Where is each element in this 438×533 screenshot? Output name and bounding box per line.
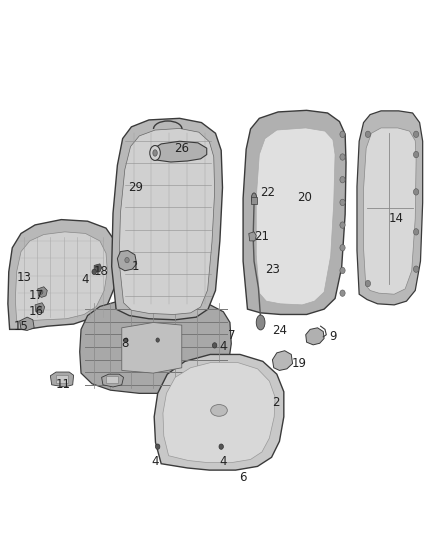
Polygon shape [272, 351, 293, 370]
Ellipse shape [413, 229, 419, 235]
Ellipse shape [219, 444, 223, 449]
Text: 9: 9 [329, 330, 337, 343]
Polygon shape [243, 110, 346, 314]
Polygon shape [251, 197, 257, 204]
Ellipse shape [413, 131, 419, 138]
Polygon shape [8, 220, 117, 329]
Text: 24: 24 [272, 324, 287, 337]
Ellipse shape [340, 245, 345, 251]
Text: 20: 20 [297, 191, 312, 204]
Polygon shape [357, 111, 423, 305]
Ellipse shape [92, 269, 96, 274]
Polygon shape [256, 128, 335, 305]
Text: 11: 11 [56, 378, 71, 391]
Text: 4: 4 [81, 273, 89, 286]
Text: 7: 7 [228, 329, 236, 342]
Ellipse shape [38, 306, 41, 310]
Text: 4: 4 [152, 455, 159, 467]
Ellipse shape [365, 280, 371, 287]
Text: 26: 26 [174, 142, 189, 155]
Text: 17: 17 [29, 289, 44, 302]
Ellipse shape [124, 338, 128, 342]
Polygon shape [38, 287, 47, 297]
Text: 16: 16 [29, 305, 44, 318]
Text: 6: 6 [239, 471, 247, 483]
Polygon shape [50, 372, 74, 387]
Ellipse shape [340, 131, 345, 138]
Ellipse shape [155, 444, 160, 449]
Text: 21: 21 [254, 230, 269, 243]
Polygon shape [102, 374, 124, 387]
Polygon shape [80, 300, 231, 393]
Ellipse shape [413, 189, 419, 195]
Polygon shape [119, 128, 215, 314]
Ellipse shape [212, 343, 217, 348]
Polygon shape [106, 376, 118, 383]
Text: 18: 18 [93, 265, 108, 278]
Polygon shape [20, 317, 34, 330]
Polygon shape [117, 251, 137, 271]
Ellipse shape [340, 267, 345, 273]
Text: 23: 23 [265, 263, 280, 276]
Polygon shape [94, 264, 102, 272]
Polygon shape [152, 141, 207, 162]
Text: 1: 1 [132, 260, 140, 273]
Ellipse shape [39, 290, 43, 294]
Ellipse shape [340, 290, 345, 296]
Text: 2: 2 [272, 396, 280, 409]
Ellipse shape [413, 266, 419, 272]
Ellipse shape [256, 315, 265, 330]
Text: 15: 15 [14, 320, 28, 333]
Polygon shape [122, 322, 182, 373]
Text: 4: 4 [219, 340, 227, 353]
Polygon shape [56, 375, 68, 383]
Text: 19: 19 [291, 357, 306, 370]
Polygon shape [306, 328, 324, 345]
Text: 22: 22 [261, 187, 276, 199]
Polygon shape [15, 232, 107, 321]
Polygon shape [249, 232, 256, 241]
Polygon shape [154, 354, 284, 470]
Ellipse shape [153, 150, 157, 156]
Polygon shape [112, 118, 223, 320]
Polygon shape [364, 128, 416, 294]
Text: 14: 14 [389, 212, 404, 225]
Polygon shape [35, 303, 45, 313]
Ellipse shape [340, 154, 345, 160]
Text: 4: 4 [219, 455, 227, 467]
Ellipse shape [340, 176, 345, 183]
Ellipse shape [365, 131, 371, 138]
Text: 13: 13 [17, 271, 32, 284]
Ellipse shape [156, 338, 159, 342]
Ellipse shape [150, 146, 160, 160]
Ellipse shape [340, 199, 345, 206]
Ellipse shape [125, 257, 129, 263]
Ellipse shape [251, 193, 257, 204]
Ellipse shape [211, 405, 227, 416]
Text: 29: 29 [128, 181, 143, 194]
Ellipse shape [413, 151, 419, 158]
Text: 8: 8 [121, 337, 128, 350]
Ellipse shape [340, 222, 345, 228]
Polygon shape [163, 362, 275, 463]
